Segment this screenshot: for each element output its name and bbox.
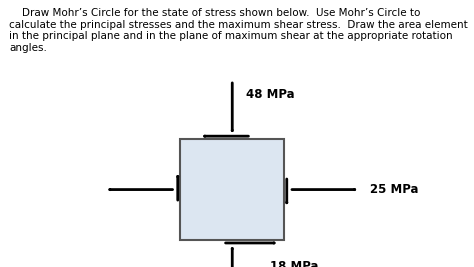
Text: 18 MPa: 18 MPa xyxy=(270,261,319,267)
Text: Draw Mohr’s Circle for the state of stress shown below.  Use Mohr’s Circle to
ca: Draw Mohr’s Circle for the state of stre… xyxy=(9,8,468,53)
Text: 48 MPa: 48 MPa xyxy=(246,88,295,101)
Text: 25 MPa: 25 MPa xyxy=(370,183,418,196)
FancyBboxPatch shape xyxy=(180,139,284,240)
